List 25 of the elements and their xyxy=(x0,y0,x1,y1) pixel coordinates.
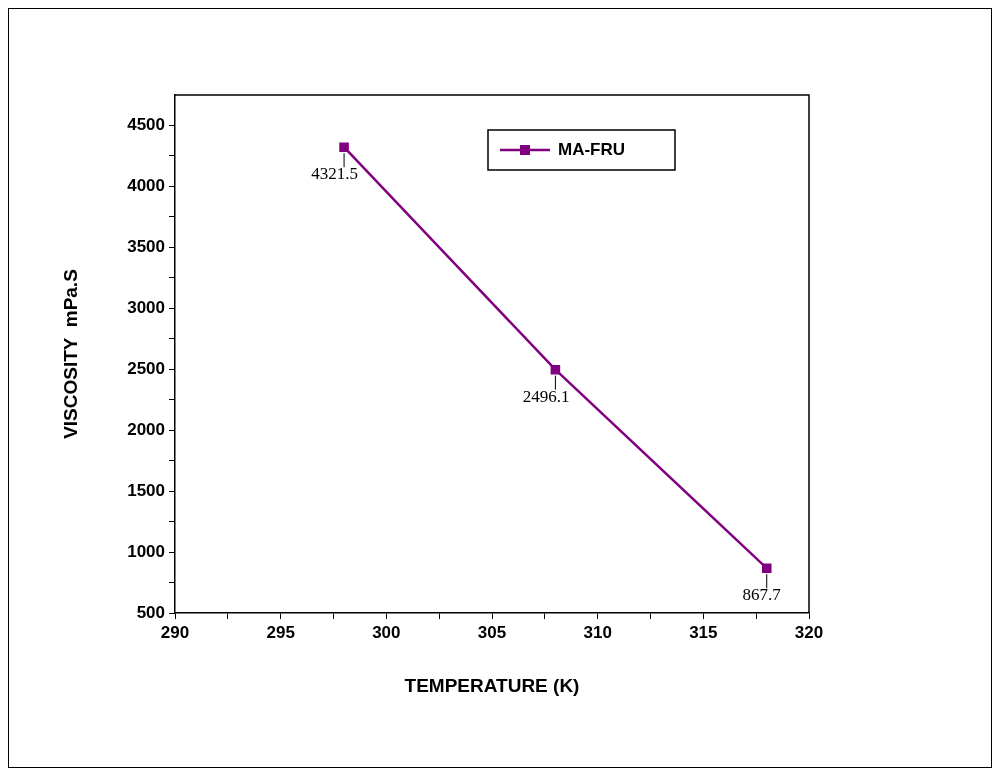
y-tick-label: 3500 xyxy=(127,237,165,257)
y-tick-label: 1500 xyxy=(127,480,165,500)
y-tick-label: 2500 xyxy=(127,358,165,378)
y-tick-label: 3000 xyxy=(127,297,165,317)
point xyxy=(761,563,772,573)
y-axis-title: VISCOSITY mPa.S xyxy=(59,269,81,439)
legend-label: MA-FRU xyxy=(558,139,626,159)
data-label: 867.7 xyxy=(742,585,782,605)
point xyxy=(339,142,349,153)
y-tick-label: 4000 xyxy=(127,176,165,196)
data-label: 4321.5 xyxy=(311,164,359,184)
x-tick-label: 310 xyxy=(583,622,612,642)
y-tick-label: 500 xyxy=(136,602,165,622)
x-tick-label: 295 xyxy=(266,622,295,642)
x-tick-label: 320 xyxy=(794,622,824,642)
y-tick-label: 2000 xyxy=(127,419,165,439)
point xyxy=(550,364,561,375)
x-tick-label: 290 xyxy=(160,622,190,642)
x-tick-label: 315 xyxy=(689,622,718,642)
x-axis-title: TEMPERATURE (K) xyxy=(404,674,580,696)
x-tick-label: 305 xyxy=(477,622,507,642)
x-tick-label: 300 xyxy=(372,622,401,642)
y-tick-label: 4500 xyxy=(127,115,165,135)
data-label: 2496.1 xyxy=(522,386,570,406)
y-tick-label: 1000 xyxy=(127,541,165,561)
